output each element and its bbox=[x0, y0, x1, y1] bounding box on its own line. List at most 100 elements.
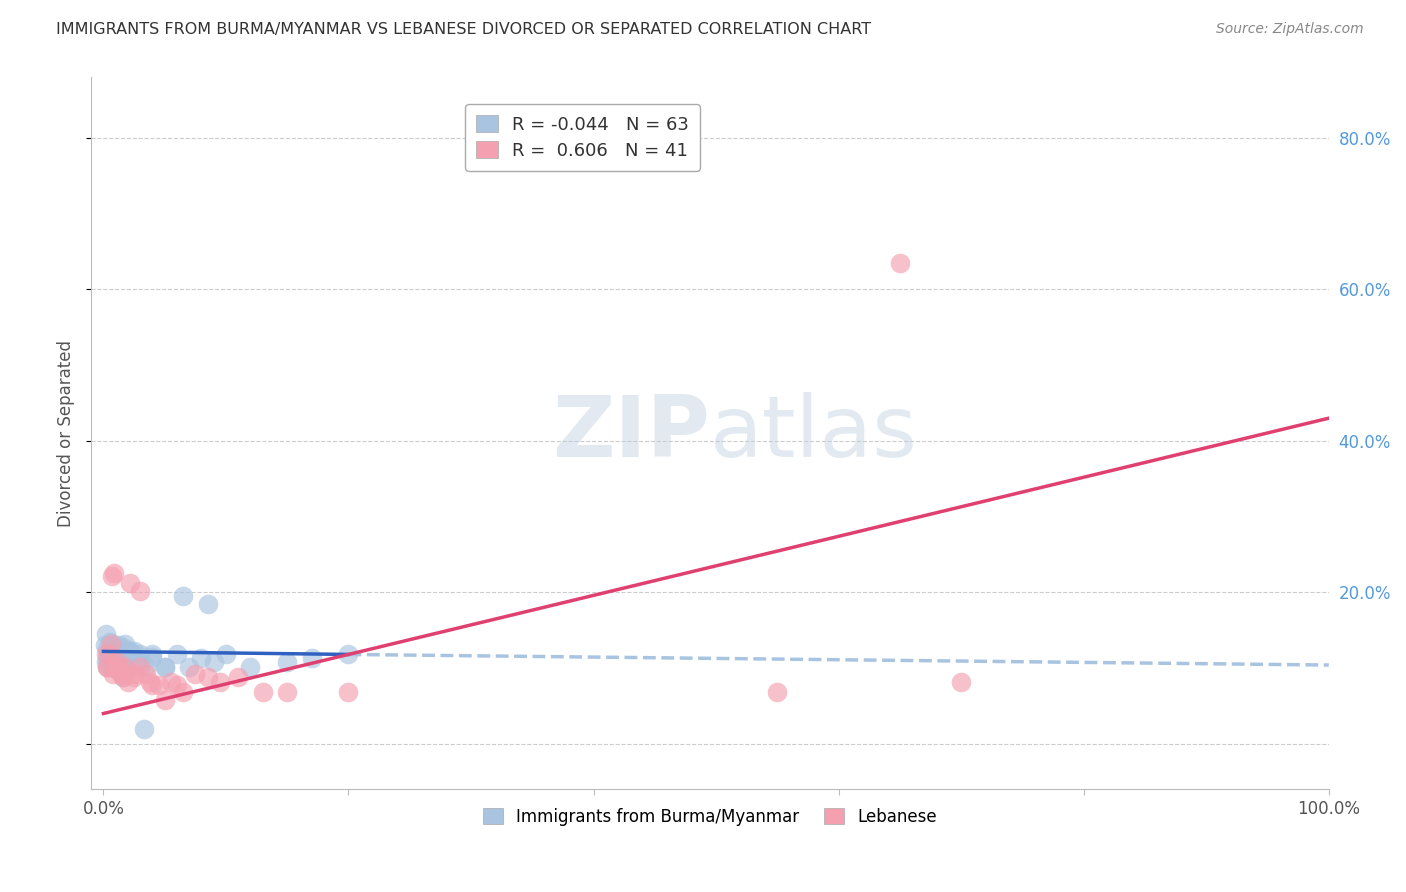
Point bbox=[111, 670, 134, 684]
Point bbox=[121, 648, 143, 662]
Point bbox=[139, 674, 162, 689]
Point bbox=[111, 652, 134, 666]
Point bbox=[132, 722, 155, 736]
Text: atlas: atlas bbox=[710, 392, 918, 475]
Point bbox=[101, 568, 124, 582]
Point bbox=[100, 640, 122, 654]
Point bbox=[111, 667, 134, 681]
Point bbox=[100, 637, 122, 651]
Point bbox=[96, 659, 118, 673]
Point bbox=[101, 644, 124, 658]
Point bbox=[103, 643, 125, 657]
Point bbox=[117, 674, 139, 689]
Point bbox=[105, 648, 128, 662]
Point bbox=[98, 634, 121, 648]
Point bbox=[98, 648, 121, 662]
Point bbox=[100, 640, 122, 654]
Point bbox=[97, 659, 120, 673]
Point bbox=[190, 651, 212, 665]
Point bbox=[172, 685, 194, 699]
Point bbox=[103, 659, 125, 673]
Point bbox=[166, 648, 188, 662]
Point bbox=[107, 646, 129, 660]
Text: ZIP: ZIP bbox=[553, 392, 710, 475]
Point bbox=[105, 652, 128, 666]
Point bbox=[103, 653, 125, 667]
Text: IMMIGRANTS FROM BURMA/MYANMAR VS LEBANESE DIVORCED OR SEPARATED CORRELATION CHAR: IMMIGRANTS FROM BURMA/MYANMAR VS LEBANES… bbox=[56, 22, 872, 37]
Point bbox=[226, 670, 249, 684]
Point bbox=[96, 642, 118, 657]
Point bbox=[276, 685, 298, 699]
Point bbox=[110, 648, 132, 662]
Point bbox=[97, 646, 120, 660]
Point bbox=[96, 652, 118, 666]
Text: Source: ZipAtlas.com: Source: ZipAtlas.com bbox=[1216, 22, 1364, 37]
Point bbox=[197, 597, 219, 611]
Point bbox=[108, 638, 131, 652]
Point bbox=[103, 667, 125, 681]
Point bbox=[105, 663, 128, 677]
Point bbox=[129, 583, 152, 598]
Point bbox=[115, 663, 138, 677]
Point bbox=[202, 655, 225, 669]
Point bbox=[208, 674, 231, 689]
Point bbox=[94, 648, 117, 662]
Point bbox=[122, 670, 145, 684]
Point bbox=[141, 649, 163, 664]
Point bbox=[107, 655, 129, 669]
Point bbox=[93, 638, 115, 652]
Point bbox=[101, 648, 124, 662]
Point bbox=[129, 659, 152, 673]
Point bbox=[239, 659, 262, 673]
Point bbox=[98, 648, 121, 662]
Point bbox=[104, 642, 127, 657]
Point bbox=[111, 652, 134, 666]
Point bbox=[117, 648, 139, 662]
Point bbox=[252, 685, 274, 699]
Point bbox=[114, 655, 136, 669]
Point bbox=[103, 648, 125, 662]
Point bbox=[111, 644, 134, 658]
Point bbox=[215, 648, 238, 662]
Point bbox=[141, 648, 163, 662]
Point bbox=[111, 670, 134, 684]
Point bbox=[337, 685, 360, 699]
Point bbox=[153, 693, 176, 707]
Point bbox=[122, 644, 145, 658]
Point bbox=[112, 641, 135, 656]
Point bbox=[159, 674, 181, 689]
Point bbox=[114, 659, 136, 673]
Legend: Immigrants from Burma/Myanmar, Lebanese: Immigrants from Burma/Myanmar, Lebanese bbox=[474, 799, 945, 834]
Point bbox=[184, 667, 207, 681]
Point bbox=[172, 589, 194, 603]
Point bbox=[950, 674, 973, 689]
Point bbox=[141, 678, 163, 692]
Point bbox=[117, 648, 139, 662]
Point bbox=[276, 655, 298, 669]
Point bbox=[127, 655, 149, 669]
Point bbox=[135, 667, 157, 681]
Point bbox=[153, 659, 176, 673]
Point bbox=[148, 678, 170, 692]
Point bbox=[103, 638, 125, 652]
Point bbox=[104, 640, 127, 654]
Point bbox=[153, 659, 176, 673]
Point bbox=[110, 667, 132, 681]
Point bbox=[112, 667, 135, 681]
Point bbox=[94, 655, 117, 669]
Point bbox=[766, 685, 789, 699]
Point bbox=[103, 566, 125, 581]
Point bbox=[114, 637, 136, 651]
Point bbox=[97, 648, 120, 662]
Point bbox=[166, 678, 188, 692]
Point bbox=[129, 648, 152, 662]
Point bbox=[301, 651, 323, 665]
Point bbox=[179, 659, 201, 673]
Point bbox=[120, 576, 142, 591]
Point bbox=[96, 659, 118, 673]
Point bbox=[101, 655, 124, 669]
Point bbox=[889, 256, 911, 270]
Point bbox=[107, 644, 129, 658]
Point bbox=[337, 648, 360, 662]
Point bbox=[124, 667, 146, 681]
